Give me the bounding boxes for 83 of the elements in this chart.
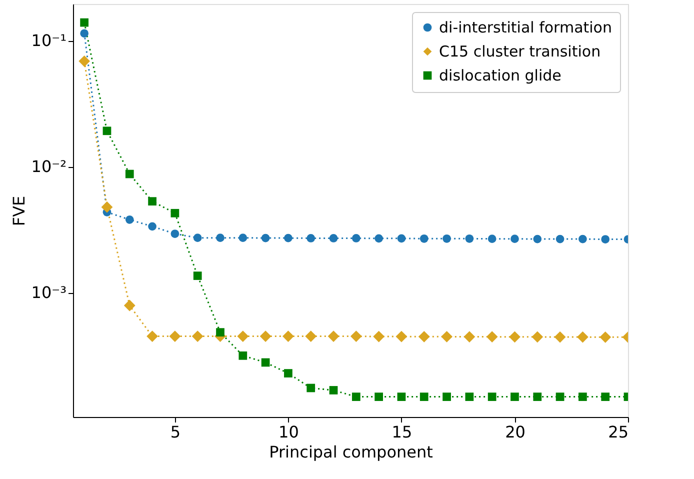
point: [509, 331, 520, 343]
y-axis-title: FVE: [9, 196, 28, 226]
x-tick-label: 25: [608, 422, 628, 442]
point: [554, 331, 566, 343]
x-axis-title: Principal component: [269, 442, 433, 462]
point: [441, 330, 452, 342]
point: [148, 197, 156, 206]
point: [488, 392, 496, 401]
point: [329, 234, 338, 242]
point: [578, 392, 587, 401]
point: [169, 330, 181, 342]
point: [305, 330, 317, 342]
point: [306, 234, 316, 242]
point: [442, 234, 451, 243]
point: [148, 222, 156, 231]
point: [510, 234, 519, 244]
point: [282, 330, 294, 342]
point: [146, 330, 158, 342]
point: [261, 234, 270, 242]
point: [374, 392, 383, 401]
legend-label: di-interstitial formation: [439, 18, 612, 36]
x-tick-label: 10: [278, 422, 299, 442]
point: [170, 208, 180, 218]
legend-label: C15 cluster transition: [439, 42, 601, 60]
point: [352, 234, 360, 242]
point: [442, 392, 451, 401]
point: [284, 369, 292, 378]
point: [306, 384, 316, 392]
point: [124, 300, 136, 312]
point: [601, 235, 610, 244]
point: [420, 234, 428, 243]
point: [532, 331, 544, 343]
point: [352, 392, 360, 401]
point: [78, 55, 90, 67]
point: [216, 328, 224, 336]
point: [125, 216, 134, 224]
y-tick-label: 10⁻²: [31, 157, 66, 176]
point: [465, 392, 474, 401]
legend-label: dislocation glide: [439, 66, 562, 84]
point: [238, 234, 248, 242]
point: [328, 330, 340, 342]
point: [102, 126, 112, 136]
point: [101, 201, 113, 213]
point: [193, 234, 202, 242]
point: [556, 234, 564, 244]
point: [510, 392, 519, 401]
point: [374, 234, 383, 243]
point: [397, 392, 406, 401]
point: [578, 234, 587, 244]
point: [238, 351, 248, 360]
point: [397, 234, 406, 243]
point: [170, 230, 180, 238]
y-tick-label: 10⁻³: [31, 283, 66, 302]
point: [193, 272, 202, 280]
point: [80, 29, 89, 38]
point: [465, 234, 474, 243]
point: [486, 331, 498, 342]
point: [533, 234, 542, 244]
point: [260, 330, 272, 342]
y-tick-label: 10⁻¹: [31, 31, 66, 50]
point: [329, 386, 338, 394]
point: [533, 392, 542, 401]
point: [418, 330, 430, 342]
point: [600, 331, 612, 343]
point: [576, 331, 588, 343]
point: [284, 234, 292, 242]
point: [216, 234, 224, 242]
point: [261, 358, 270, 367]
point: [420, 392, 428, 401]
point: [192, 330, 204, 342]
point: [350, 330, 362, 342]
x-tick-label: 20: [505, 422, 526, 442]
x-tick-label: 5: [170, 422, 181, 442]
point: [80, 18, 89, 27]
x-tick-label: 15: [392, 422, 412, 442]
point: [396, 330, 408, 342]
point: [373, 330, 385, 342]
point: [125, 170, 134, 178]
point: [488, 234, 496, 244]
point: [601, 392, 610, 401]
point: [237, 330, 249, 342]
point: [556, 392, 564, 401]
point: [464, 331, 476, 342]
